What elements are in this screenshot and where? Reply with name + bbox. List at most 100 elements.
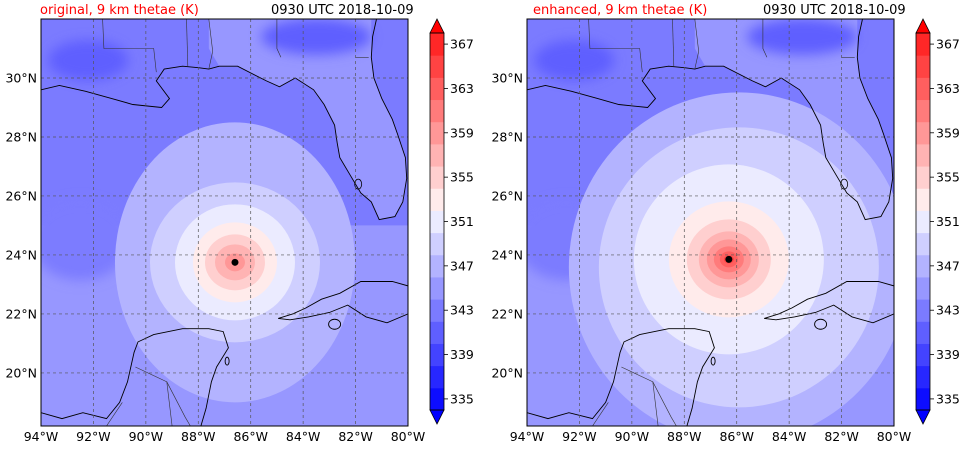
lake-okeechobee	[354, 178, 363, 190]
colorbar-bin	[430, 143, 444, 167]
colorbar-bin	[916, 121, 930, 145]
lon-tick-label: 82°W	[824, 429, 859, 444]
right-panel: enhanced, 9 km thetae (K) 0930 UTC 2018-…	[486, 0, 972, 449]
colorbar-bin	[916, 188, 930, 211]
border-line	[621, 366, 659, 426]
storm-center-marker	[725, 255, 733, 263]
cozumel	[710, 356, 716, 366]
lon-tick-label: 94°W	[24, 429, 59, 444]
colorbar-bin	[916, 232, 930, 256]
yucatan-coast	[527, 328, 715, 426]
colorbar-tick-label: 355	[936, 170, 960, 185]
colorbar-tick-label: 339	[936, 347, 960, 362]
cuba-outline	[278, 281, 408, 324]
yucatan-coast	[41, 328, 229, 426]
lon-tick-label: 82°W	[338, 429, 373, 444]
lat-tick-label: 26°N	[491, 188, 523, 203]
colorbar-tick-label: 367	[450, 37, 474, 52]
storm-warm-core	[568, 92, 894, 426]
cuba-outline	[764, 281, 894, 324]
colorbar-extend-max	[429, 18, 445, 34]
colorbar-bin	[916, 365, 930, 389]
colorbar-tick-label: 339	[450, 347, 474, 362]
lon-tick-label: 84°W	[772, 429, 807, 444]
isla-juventud	[814, 318, 828, 330]
lon-tick-label: 94°W	[510, 429, 545, 444]
colorbar-tick-label: 363	[450, 81, 474, 96]
colorbar-bin	[430, 299, 444, 322]
colorbar-bin	[916, 210, 930, 234]
lat-tick-label: 24°N	[5, 247, 37, 262]
lon-tick-label: 84°W	[286, 429, 321, 444]
colorbar-tick-label: 347	[450, 258, 474, 273]
gridlines	[41, 19, 408, 426]
lat-tick-label: 20°N	[5, 365, 37, 380]
lon-tick-label: 86°W	[233, 429, 268, 444]
left-panel-timestamp: 0930 UTC 2018-10-09	[271, 3, 414, 18]
colorbar-bin	[916, 343, 930, 367]
border-line	[592, 402, 609, 426]
colorbar-bin	[916, 33, 930, 56]
colorbar-tick-label: 335	[936, 391, 960, 406]
cozumel	[224, 356, 230, 366]
border-line	[652, 381, 677, 426]
border-line	[762, 19, 768, 58]
left-map: 94°W 92°W 90°W 88°W 86°W 84°W 82°W 80°W 20°N 22°N…	[5, 18, 474, 444]
lon-tick-label: 88°W	[667, 429, 702, 444]
colorbar-bin	[430, 387, 444, 411]
border-line	[672, 19, 675, 67]
colorbar-bin	[430, 210, 444, 234]
colorbar-tick-label: 359	[936, 125, 960, 140]
colorbar-bin	[430, 254, 444, 278]
colorbar-bin	[916, 276, 930, 300]
colorbar: 335 339 343 347 351 355 359 363 367	[429, 18, 474, 425]
colorbar-bin	[916, 143, 930, 167]
border-line	[166, 381, 191, 426]
lat-tick-label: 30°N	[491, 70, 523, 85]
lat-tick-label: 26°N	[5, 188, 37, 203]
lon-tick-label: 92°W	[76, 429, 111, 444]
lat-tick-label: 22°N	[5, 306, 37, 321]
storm-center-marker	[231, 258, 239, 266]
colorbar-bin	[916, 387, 930, 411]
right-panel-title: enhanced, 9 km thetae (K)	[533, 3, 708, 18]
right-panel-timestamp: 0930 UTC 2018-10-09	[763, 3, 906, 18]
border-line	[208, 19, 214, 70]
lon-tick-label: 92°W	[562, 429, 597, 444]
colorbar-tick-label: 355	[450, 170, 474, 185]
lon-tick-label: 80°W	[391, 429, 426, 444]
colorbar-bin	[430, 232, 444, 256]
colorbar-bin	[430, 121, 444, 145]
colorbar-tick-label: 359	[450, 125, 474, 140]
colorbar-bin	[916, 299, 930, 322]
lon-tick-label: 88°W	[181, 429, 216, 444]
colorbar-tick-label: 351	[450, 214, 474, 229]
border-line	[102, 19, 157, 73]
colorbar: 335 339 343 347 351 355 359 363 367	[915, 18, 960, 425]
colorbar-bin	[430, 365, 444, 389]
colorbar-bin	[430, 343, 444, 367]
lon-tick-label: 90°W	[615, 429, 650, 444]
colorbar-tick-label: 343	[936, 303, 960, 318]
colorbar-bin	[916, 77, 930, 101]
colorbar-tick-label: 347	[936, 258, 960, 273]
coastline	[527, 19, 894, 221]
gridlines	[527, 19, 894, 426]
colorbar-bin	[916, 254, 930, 278]
colorbar-bin	[430, 77, 444, 101]
map-frame	[526, 18, 895, 427]
isla-juventud	[328, 318, 342, 330]
map-frame	[40, 18, 409, 427]
lon-tick-label: 80°W	[877, 429, 912, 444]
colorbar-extend-min	[429, 409, 445, 425]
colorbar-extend-min	[915, 409, 931, 425]
colorbar-bin	[430, 166, 444, 189]
coastline	[41, 19, 408, 221]
colorbar-tick-label: 343	[450, 303, 474, 318]
border-line	[588, 19, 643, 73]
border-line	[276, 19, 282, 58]
colorbar-extend-max	[915, 18, 931, 34]
colorbar-bin	[916, 166, 930, 189]
colorbar-tick-label: 351	[936, 214, 960, 229]
lake-okeechobee	[840, 178, 849, 190]
